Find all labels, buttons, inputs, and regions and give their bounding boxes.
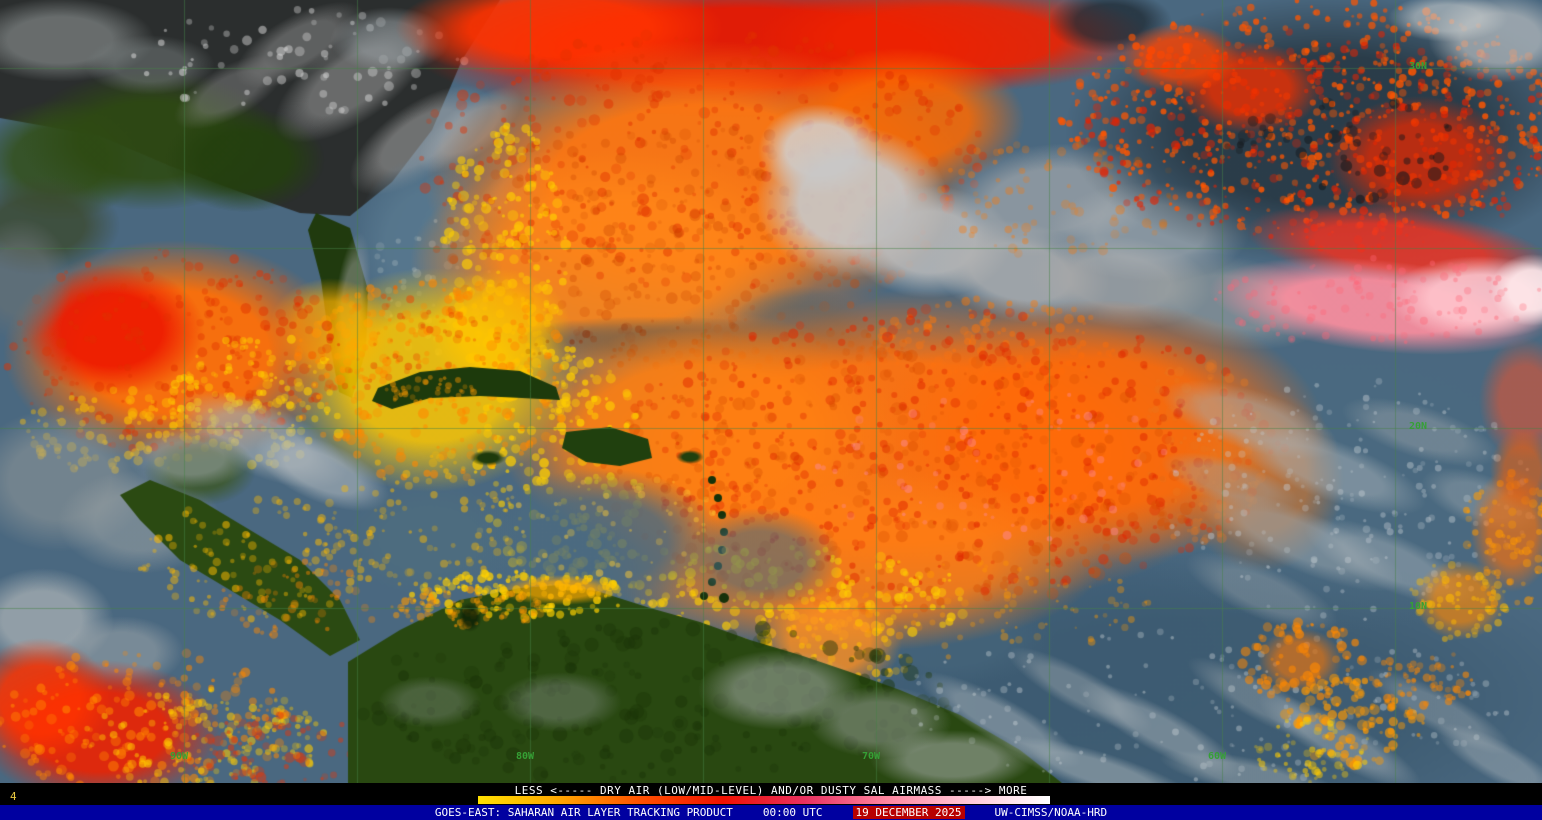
footer-product-title: GOES-EAST: SAHARAN AIR LAYER TRACKING PR…	[434, 806, 733, 819]
footer-time: 00:00 UTC	[762, 806, 823, 819]
footer-bar: GOES-EAST: SAHARAN AIR LAYER TRACKING PR…	[0, 805, 1542, 820]
footer-date: 19 DECEMBER 2025	[852, 806, 965, 819]
legend-gradient-bar	[478, 796, 1050, 804]
frame-number: 4	[10, 790, 17, 803]
legend: 4 LESS <----- DRY AIR (LOW/MID-LEVEL) AN…	[0, 783, 1542, 805]
legend-caption: LESS <----- DRY AIR (LOW/MID-LEVEL) AND/…	[514, 784, 1028, 797]
satellite-map: 30N 20N 10N 90W 80W 70W 60W	[0, 0, 1542, 783]
footer-credit: UW-CIMSS/NOAA-HRD	[994, 806, 1108, 819]
satellite-image-canvas	[0, 0, 1542, 783]
